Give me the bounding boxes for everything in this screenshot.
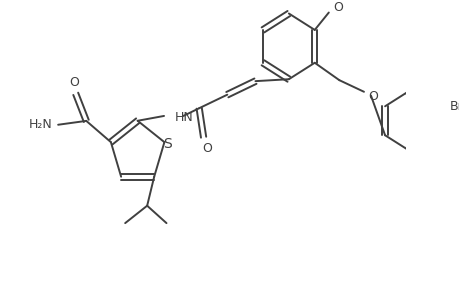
Text: Br: Br [449,100,459,113]
Text: O: O [368,90,377,103]
Text: S: S [163,137,172,151]
Text: O: O [69,76,79,89]
Text: HN: HN [174,111,193,124]
Text: O: O [202,142,212,155]
Text: O: O [332,1,342,14]
Text: H₂N: H₂N [28,118,52,131]
